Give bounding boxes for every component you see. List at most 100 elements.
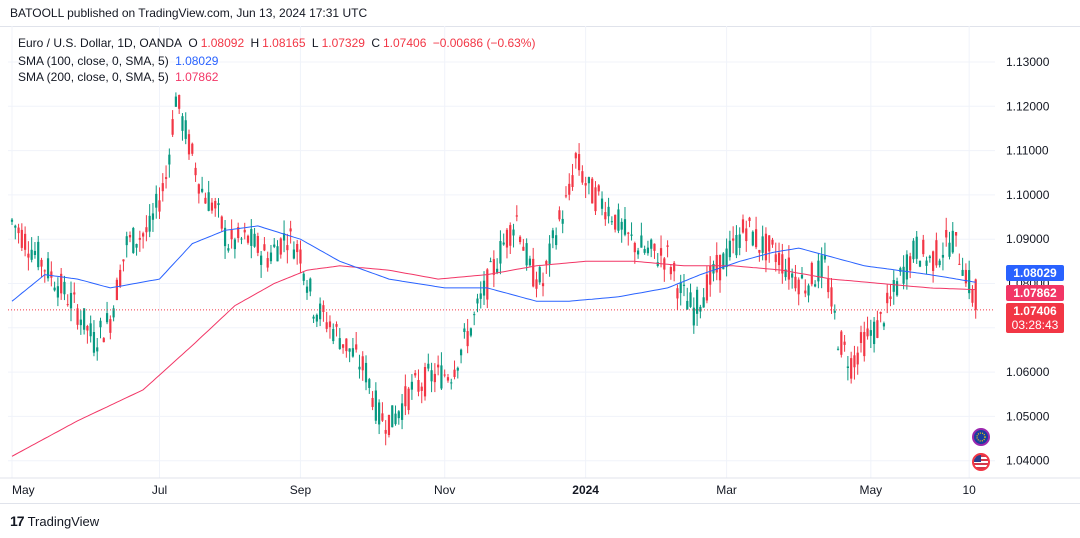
candle-body [722,253,725,270]
candle-body [827,278,830,293]
candle-body [174,96,177,107]
candle-body [476,298,479,304]
candle-body [630,234,633,236]
legend-sma100-value: 1.08029 [175,54,219,68]
candle-body [453,369,456,377]
candle-body [538,267,541,283]
euro-flag-icon[interactable] [972,428,990,446]
candle-body [669,267,672,275]
candle-body [548,243,551,264]
candle-body [689,292,692,307]
candle-body [679,282,682,294]
candle-body [902,266,905,284]
candle-body [17,227,20,234]
candle-body [617,209,620,231]
candle-body [607,206,610,217]
candle-body [417,379,420,392]
candle-body [112,308,115,318]
legend-symbol: Euro / U.S. Dollar, 1D, OANDA [18,36,183,50]
legend-o-value: 1.08092 [200,36,245,50]
candle-body [892,280,895,292]
candle-body [866,328,869,337]
candle-body [256,236,259,253]
legend-l-value: 1.07329 [321,36,365,50]
candle-body [640,235,643,248]
candle-body [63,281,66,295]
us-flag-icon[interactable] [972,453,990,471]
y-tick-label: 1.05000 [1006,409,1050,423]
candle-body [368,379,371,388]
candle-body [253,233,256,247]
candle-body [309,278,312,292]
y-axis: 1.130001.120001.110001.100001.090001.080… [1006,55,1050,468]
candle-body [443,374,446,376]
y-tick-label: 1.09000 [1006,232,1050,246]
candle-body [479,293,482,299]
candle-body [348,348,351,352]
candle-body [161,183,164,192]
candle-body [541,283,545,287]
candle-body [46,258,50,279]
candle-body [168,154,171,165]
candle-body [958,263,961,265]
candle-body [725,248,728,268]
candle-body [450,382,453,384]
candle-body [568,183,571,195]
candle-body [145,227,148,233]
x-tick-label: 2024 [572,483,599,497]
candle-body [591,178,594,204]
x-tick-label: Sep [290,483,312,497]
tradingview-logo: 17 [10,513,25,529]
x-tick-label: Nov [434,483,455,497]
candle-body [240,238,243,240]
candle-body [581,171,584,183]
candle-body [600,198,604,209]
y-tick-label: 1.10000 [1006,188,1050,202]
candle-body [794,276,797,289]
candle-body [771,239,774,245]
legend-h-value: 1.08165 [262,36,306,50]
candle-body [122,259,125,262]
candle-body [374,390,377,421]
x-tick-label: May [12,483,35,497]
candle-body [748,217,751,222]
candle-body [233,239,237,250]
candle-body [650,239,653,249]
candle-body [10,219,14,222]
tradingview-brand[interactable]: 17 TradingView [10,513,99,529]
candle-body [833,310,836,313]
candle-body [774,254,777,263]
candle-body [905,254,908,280]
candle-body [37,241,40,268]
candle-body [312,316,315,319]
candle-body [532,258,535,287]
candle-body [119,269,122,287]
candle-body [33,250,37,255]
candle-body [328,321,332,328]
candlesticks [10,92,977,446]
candle-body [345,338,348,352]
candle-body [909,256,912,271]
candle-body [577,154,581,171]
candle-body [335,324,338,327]
candle-body [928,256,931,259]
candle-body [823,255,827,260]
candle-body [777,252,781,266]
candle-body [614,214,617,230]
candle-body [355,344,358,350]
candle-body [915,236,918,259]
candle-body [30,249,33,260]
candle-body [810,262,813,285]
candle-body [564,195,568,197]
candle-body [505,229,509,248]
candle-body [971,289,974,303]
candle-body [404,386,407,407]
candle-body [263,244,266,251]
candle-body [423,367,427,397]
candle-body [935,240,938,266]
legend-sma100-label: SMA (100, close, 0, SMA, 5) [18,54,169,68]
candle-body [925,260,928,266]
candle-body [266,258,269,268]
tradingview-brand-text: TradingView [27,513,100,529]
